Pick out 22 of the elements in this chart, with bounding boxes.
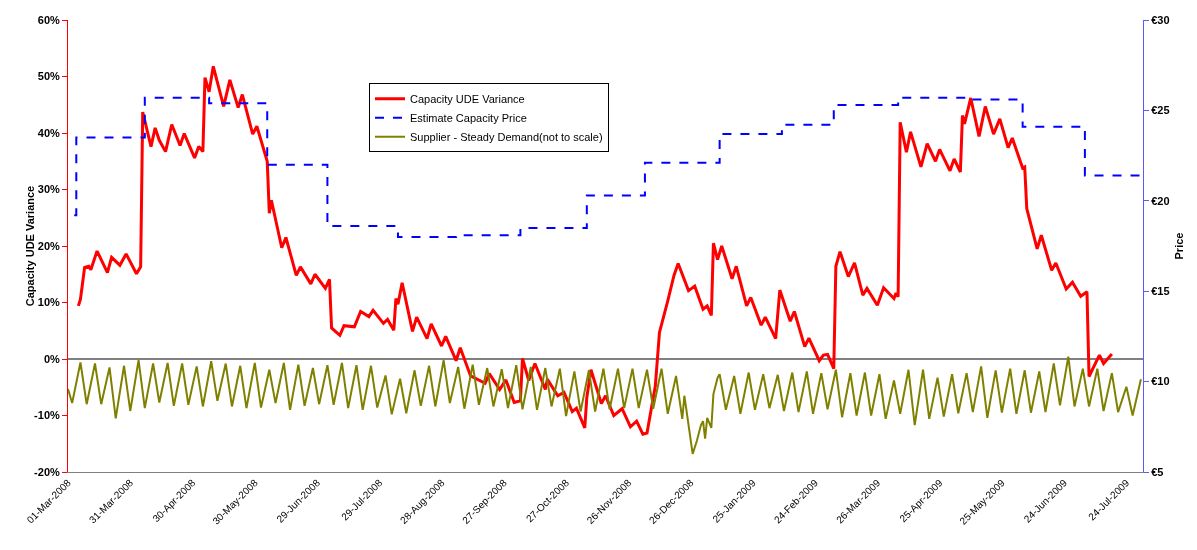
legend-label: Supplier - Steady Demand(not to scale) bbox=[410, 131, 603, 144]
line-series bbox=[76, 64, 1114, 436]
y-tick-label: 0% bbox=[43, 352, 61, 365]
y-tick-label: 40% bbox=[37, 126, 60, 139]
y-tick-label: 60% bbox=[37, 13, 60, 26]
y-axis-title: Capacity UDE Variance bbox=[23, 185, 36, 307]
y-tick-label: 20% bbox=[37, 239, 60, 252]
y-tick-label: 30% bbox=[37, 183, 60, 196]
y2-tick-label: €30 bbox=[1151, 13, 1170, 26]
y2-tick-label: €15 bbox=[1151, 285, 1170, 298]
y-tick-label: 50% bbox=[37, 70, 60, 83]
y2-axis-title: Price bbox=[1172, 232, 1185, 260]
y2-tick-label: €25 bbox=[1151, 104, 1170, 117]
y-tick-label: 10% bbox=[37, 296, 60, 309]
y-tick-label: -10% bbox=[34, 409, 61, 422]
legend-label: Estimate Capacity Price bbox=[410, 112, 527, 125]
legend-label: Capacity UDE Variance bbox=[410, 93, 525, 106]
line-series bbox=[68, 355, 1142, 455]
y2-tick-label: €20 bbox=[1151, 194, 1170, 207]
y2-tick-label: €10 bbox=[1151, 375, 1170, 388]
y-tick-label: -20% bbox=[34, 465, 61, 478]
y2-tick-label: €5 bbox=[1151, 465, 1164, 478]
